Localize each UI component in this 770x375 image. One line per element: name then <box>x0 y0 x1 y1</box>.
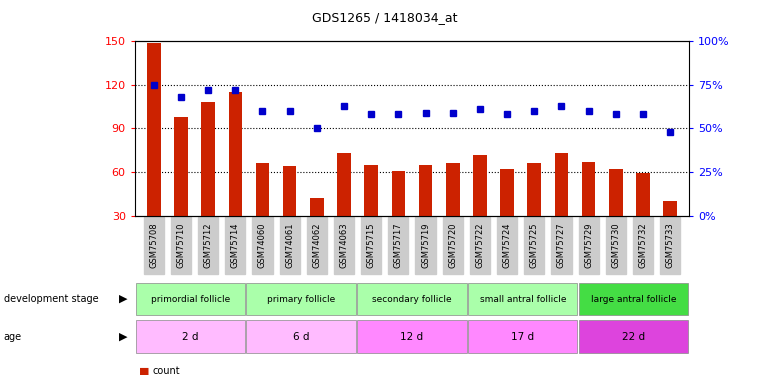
Bar <box>579 320 688 353</box>
Bar <box>473 154 487 259</box>
Bar <box>500 169 514 259</box>
Bar <box>357 320 467 353</box>
Text: small antral follicle: small antral follicle <box>480 295 566 304</box>
Bar <box>201 102 215 259</box>
Bar <box>174 117 188 259</box>
Text: 22 d: 22 d <box>622 332 645 342</box>
Text: primordial follicle: primordial follicle <box>151 295 229 304</box>
Text: ▶: ▶ <box>119 294 127 304</box>
Text: 2 d: 2 d <box>182 332 199 342</box>
Text: 12 d: 12 d <box>400 332 424 342</box>
Text: age: age <box>4 332 22 342</box>
Bar <box>468 320 578 353</box>
Text: development stage: development stage <box>4 294 99 304</box>
Bar <box>468 283 578 315</box>
Text: GDS1265 / 1418034_at: GDS1265 / 1418034_at <box>313 11 457 24</box>
Text: large antral follicle: large antral follicle <box>591 295 677 304</box>
Bar <box>663 201 677 259</box>
Text: 6 d: 6 d <box>293 332 310 342</box>
Bar <box>136 320 245 353</box>
Bar <box>136 283 245 315</box>
Bar <box>246 283 356 315</box>
Bar <box>446 164 460 259</box>
Text: ▶: ▶ <box>119 332 127 342</box>
Bar <box>554 153 568 259</box>
Bar <box>337 153 351 259</box>
Bar <box>229 92 242 259</box>
Text: count: count <box>152 366 180 375</box>
Bar <box>246 320 356 353</box>
Bar <box>364 165 378 259</box>
Bar <box>310 198 323 259</box>
Bar <box>527 164 541 259</box>
Text: ■: ■ <box>139 366 149 375</box>
Bar <box>147 43 161 259</box>
Bar <box>419 165 432 259</box>
Bar <box>579 283 688 315</box>
Bar <box>582 162 595 259</box>
Bar <box>283 166 296 259</box>
Text: secondary follicle: secondary follicle <box>372 295 452 304</box>
Bar <box>392 171 405 259</box>
Bar <box>256 164 270 259</box>
Bar <box>609 169 623 259</box>
Text: 17 d: 17 d <box>511 332 534 342</box>
Bar <box>636 174 650 259</box>
Text: primary follicle: primary follicle <box>267 295 335 304</box>
Bar <box>357 283 467 315</box>
